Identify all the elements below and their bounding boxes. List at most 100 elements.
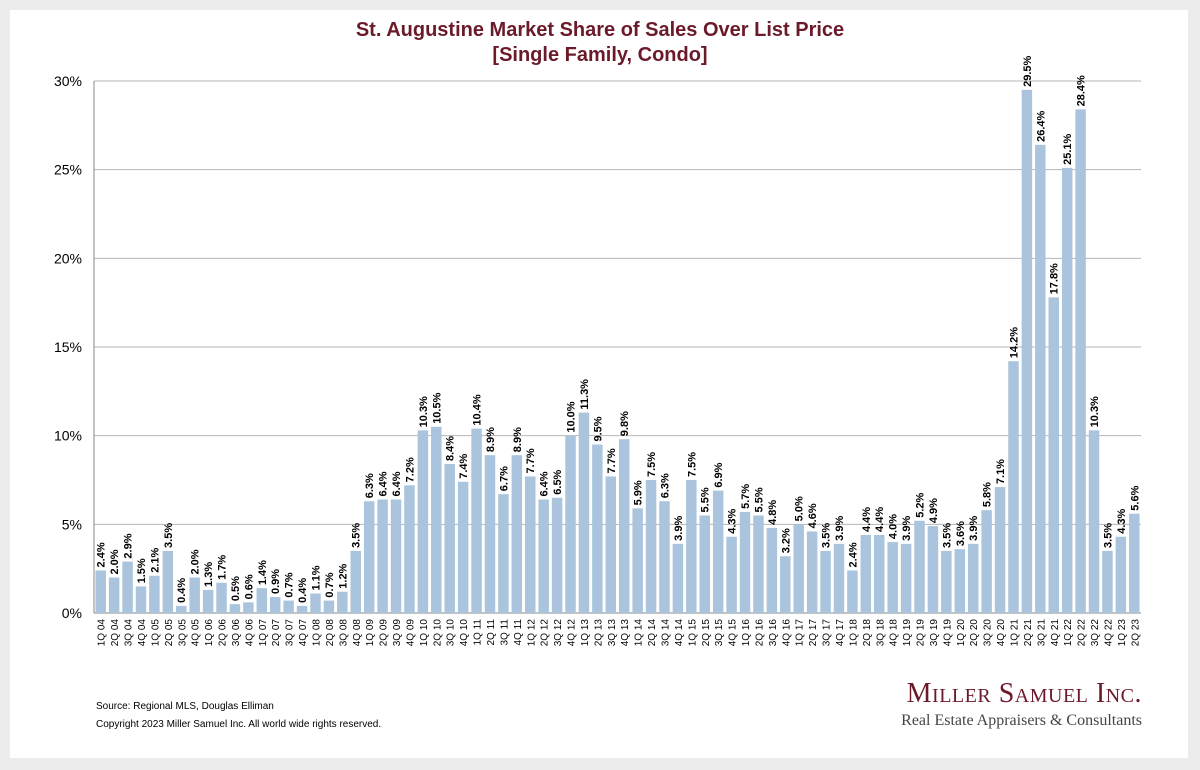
bar bbox=[525, 476, 536, 613]
bar bbox=[404, 485, 415, 613]
x-tick-label: 4Q 16 bbox=[781, 619, 792, 647]
x-tick-label: 1Q 04 bbox=[97, 619, 108, 647]
data-label: 7.4% bbox=[458, 453, 470, 478]
data-label: 5.5% bbox=[753, 487, 765, 512]
x-tick-label: 3Q 18 bbox=[875, 619, 886, 647]
data-label: 6.7% bbox=[498, 466, 510, 491]
chart-title-block: St. Augustine Market Share of Sales Over… bbox=[0, 18, 1200, 68]
data-label: 7.7% bbox=[606, 448, 618, 473]
bar bbox=[1102, 550, 1113, 613]
bar bbox=[914, 520, 925, 613]
x-tick-label: 1Q 12 bbox=[526, 619, 537, 647]
x-tick-label: 1Q 10 bbox=[419, 619, 430, 647]
x-tick-label: 3Q 19 bbox=[929, 619, 940, 647]
data-label: 10.0% bbox=[566, 401, 578, 432]
data-label: 5.2% bbox=[915, 492, 927, 517]
x-tick-label: 1Q 16 bbox=[741, 619, 752, 647]
bar bbox=[1129, 513, 1140, 613]
bar bbox=[900, 543, 912, 613]
x-tick-label: 4Q 04 bbox=[137, 619, 148, 647]
bar bbox=[122, 561, 133, 613]
copyright-note: Copyright 2023 Miller Samuel Inc. All wo… bbox=[96, 719, 382, 730]
bar bbox=[793, 524, 804, 613]
data-label: 3.5% bbox=[821, 523, 833, 548]
x-tick-label: 2Q 09 bbox=[379, 619, 390, 647]
x-tick-label: 3Q 04 bbox=[124, 619, 135, 647]
bar bbox=[833, 543, 845, 613]
bar bbox=[538, 499, 549, 613]
x-tick-label: 1Q 23 bbox=[1117, 619, 1128, 647]
x-tick-label: 1Q 11 bbox=[473, 619, 484, 646]
bar bbox=[780, 556, 791, 613]
data-label: 2.4% bbox=[847, 542, 859, 567]
bar bbox=[967, 543, 979, 613]
data-label: 6.4% bbox=[391, 471, 403, 496]
data-label: 11.3% bbox=[579, 379, 591, 410]
data-label: 6.4% bbox=[378, 471, 390, 496]
x-tick-label: 1Q 21 bbox=[1009, 619, 1020, 647]
bar bbox=[283, 600, 294, 613]
x-tick-label: 2Q 23 bbox=[1130, 619, 1141, 647]
y-tick-label: 10% bbox=[54, 428, 82, 444]
bar bbox=[753, 515, 764, 613]
data-label: 4.9% bbox=[928, 498, 940, 523]
x-tick-label: 4Q 14 bbox=[674, 619, 685, 647]
bar bbox=[363, 501, 375, 613]
y-tick-label: 0% bbox=[62, 605, 82, 621]
x-tick-label: 3Q 17 bbox=[822, 619, 833, 647]
bar bbox=[551, 497, 563, 613]
y-tick-label: 5% bbox=[62, 516, 82, 532]
x-tick-label: 2Q 10 bbox=[432, 619, 443, 647]
bar bbox=[1075, 109, 1086, 613]
x-tick-label: 1Q 17 bbox=[795, 619, 806, 647]
bar bbox=[457, 481, 469, 613]
x-tick-label: 4Q 10 bbox=[459, 619, 470, 647]
x-tick-label: 1Q 18 bbox=[848, 619, 859, 647]
x-tick-label: 4Q 18 bbox=[889, 619, 900, 647]
data-label: 5.8% bbox=[982, 482, 994, 507]
chart-card bbox=[10, 10, 1188, 758]
bar bbox=[605, 476, 617, 613]
x-tick-label: 4Q 21 bbox=[1050, 619, 1061, 647]
data-label: 6.9% bbox=[713, 462, 725, 487]
data-label: 25.1% bbox=[1062, 133, 1074, 164]
bar bbox=[444, 464, 455, 613]
bar bbox=[350, 550, 361, 613]
data-label: 3.9% bbox=[834, 516, 846, 541]
data-label: 10.5% bbox=[431, 392, 443, 423]
x-tick-label: 3Q 08 bbox=[338, 619, 349, 647]
x-tick-label: 1Q 07 bbox=[258, 619, 269, 647]
x-tick-label: 3Q 14 bbox=[660, 619, 671, 647]
data-label: 2.0% bbox=[109, 549, 121, 574]
data-label: 4.3% bbox=[727, 508, 739, 533]
data-label: 5.6% bbox=[1129, 485, 1141, 510]
x-tick-label: 3Q 05 bbox=[177, 619, 188, 647]
data-label: 7.7% bbox=[525, 448, 537, 473]
bar bbox=[471, 428, 482, 613]
data-label: 28.4% bbox=[1076, 75, 1088, 106]
data-label: 8.9% bbox=[512, 427, 524, 452]
data-label: 7.1% bbox=[995, 459, 1007, 484]
data-label: 7.5% bbox=[646, 452, 658, 477]
data-label: 9.5% bbox=[592, 416, 604, 441]
bar bbox=[927, 526, 939, 613]
data-label: 9.8% bbox=[619, 411, 631, 436]
data-label: 0.4% bbox=[297, 578, 309, 603]
x-tick-label: 4Q 06 bbox=[244, 619, 255, 647]
bar bbox=[511, 455, 523, 613]
x-tick-label: 3Q 16 bbox=[768, 619, 779, 647]
bar bbox=[847, 570, 858, 613]
y-tick-label: 25% bbox=[54, 162, 82, 178]
data-label: 6.4% bbox=[539, 471, 551, 496]
bar bbox=[176, 605, 187, 613]
chart-subtitle: [Single Family, Condo] bbox=[492, 44, 708, 66]
bar bbox=[377, 499, 388, 613]
x-tick-label: 4Q 07 bbox=[298, 619, 309, 647]
bar bbox=[981, 510, 992, 613]
bar bbox=[390, 499, 402, 613]
data-label: 5.5% bbox=[700, 487, 712, 512]
bar bbox=[189, 577, 200, 613]
x-tick-label: 2Q 13 bbox=[593, 619, 604, 647]
x-tick-label: 2Q 21 bbox=[1023, 619, 1034, 647]
bar bbox=[806, 531, 818, 613]
